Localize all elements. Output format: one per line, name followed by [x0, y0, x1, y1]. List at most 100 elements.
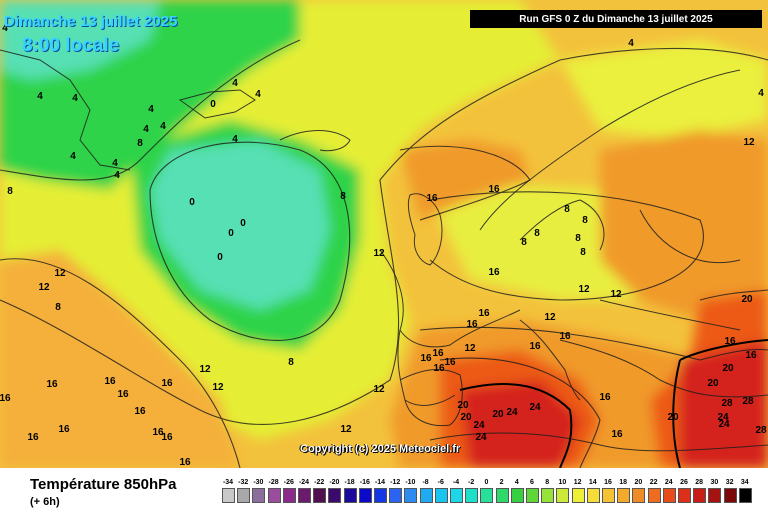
isotherm-value-label: 16 — [27, 432, 39, 443]
scale-tick-label: -24 — [298, 479, 310, 486]
isotherm-value-label: 4 — [160, 121, 166, 132]
isotherm-value-label: 16 — [426, 193, 438, 204]
scale-tick-label: -22 — [314, 479, 325, 486]
scale-swatch — [526, 488, 539, 503]
isotherm-value-label: 0 — [189, 197, 195, 208]
isotherm-value-label: 8 — [340, 191, 346, 202]
scale-swatch — [419, 488, 433, 503]
isotherm-value-label: 16 — [58, 424, 70, 435]
isotherm-value-label: 12 — [743, 137, 755, 148]
isotherm-value-label: 24 — [506, 407, 518, 418]
scale-swatch — [723, 488, 737, 503]
scale-tick-label: 16 — [604, 479, 612, 486]
isotherm-value-label: 4 — [628, 38, 634, 49]
isotherm-value-label: 8 — [521, 237, 527, 248]
scale-swatch — [343, 488, 357, 503]
isotherm-value-label: 16 — [745, 350, 757, 361]
scale-tick-label: -10 — [405, 479, 416, 486]
isotherm-value-label: 24 — [473, 420, 485, 431]
isotherm-value-label: 24 — [717, 412, 729, 423]
isotherm-value-label: 16 — [724, 336, 736, 347]
scale-swatch — [434, 488, 448, 503]
isotherm-value-label: 28 — [742, 396, 754, 407]
scale-tick-label: -30 — [253, 479, 264, 486]
isotherm-value-label: 20 — [741, 294, 753, 305]
isotherm-value-label: 16 — [433, 363, 445, 374]
scale-tick-label: -20 — [329, 479, 340, 486]
isotherm-value-label: 16 — [0, 393, 11, 404]
isotherm-value-label: 12 — [38, 282, 50, 293]
scale-tick-label: 20 — [634, 479, 643, 486]
isotherm-value-label: 4 — [232, 134, 238, 145]
lead-time: (+ 6h) — [30, 496, 60, 508]
scale-swatch — [662, 488, 676, 503]
scale-tick-label: -16 — [359, 479, 370, 486]
isotherm-value-label: 16 — [559, 331, 571, 342]
scale-tick-label: -32 — [238, 479, 249, 486]
scale-swatch — [313, 488, 327, 503]
isotherm-value-label: 12 — [199, 364, 211, 375]
scale-tick-label: 2 — [499, 479, 504, 486]
scale-swatch — [495, 488, 509, 503]
scale-tick-label: -34 — [222, 479, 234, 486]
scale-tick-label: 12 — [573, 479, 582, 486]
copyright-notice: Copyright (c) 2025 Meteociel.fr — [300, 443, 461, 455]
scale-swatch — [617, 488, 631, 503]
isotherm-value-label: 4 — [758, 88, 764, 99]
isotherm-value-label: 0 — [240, 218, 246, 229]
scale-swatch — [693, 488, 707, 503]
isotherm-value-label: 16 — [529, 341, 541, 352]
forecast-date: Dimanche 13 juillet 2025 — [4, 13, 178, 30]
isotherm-value-label: 16 — [161, 432, 173, 443]
isotherm-value-label: 16 — [179, 457, 191, 468]
scale-swatch — [571, 488, 585, 503]
isotherm-value-label: 16 — [420, 353, 432, 364]
color-scale: -34 -32 -30 -28 -26 -24 -22 -20 -18 -16 -14 -12 -10-… — [221, 479, 753, 509]
isotherm-value-label: 16 — [46, 379, 58, 390]
isotherm-value-label: 12 — [212, 382, 224, 393]
scale-swatch — [404, 488, 418, 503]
isotherm-value-label: 16 — [488, 184, 500, 195]
isotherm-value-label: 8 — [582, 215, 588, 226]
scale-swatch — [282, 488, 296, 503]
isotherm-value-label: 0 — [210, 99, 216, 110]
scale-tick-label: 28 — [695, 479, 704, 486]
forecast-local-time: 8:00 locale — [22, 35, 120, 56]
isotherm-value-label: 20 — [707, 378, 719, 389]
scale-swatch — [374, 488, 387, 503]
isotherm-value-label: 16 — [134, 406, 146, 417]
isotherm-value-label: 16 — [161, 378, 173, 389]
isotherm-value-label: 4 — [37, 91, 43, 102]
isotherm-value-label: 8 — [534, 228, 540, 239]
isotherm-value-label: 8 — [55, 302, 61, 313]
isotherm-value-label: 20 — [492, 409, 504, 420]
scale-swatch — [602, 488, 615, 503]
isotherm-value-label: 12 — [373, 384, 385, 395]
isotherm-value-label: 4 — [255, 89, 261, 100]
scale-swatch — [358, 488, 372, 503]
scale-swatch — [252, 488, 266, 503]
scale-tick-label: 8 — [545, 479, 550, 486]
isotherm-value-label: 4 — [72, 93, 78, 104]
isotherm-value-label: 12 — [373, 248, 385, 259]
run-info-banner: Run GFS 0 Z du Dimanche 13 juillet 2025 — [470, 10, 762, 28]
scale-swatch — [738, 488, 752, 503]
isotherm-value-label: 4 — [2, 23, 8, 34]
scale-tick-label: 10 — [558, 479, 567, 486]
isotherm-value-label: 16 — [478, 308, 490, 319]
scale-tick-label: 22 — [649, 479, 658, 486]
temperature-field — [0, 0, 768, 468]
scale-tick-label: 18 — [619, 479, 628, 486]
scale-tick-label: -2 — [468, 479, 475, 486]
scale-swatch — [556, 488, 570, 503]
scale-swatch — [480, 488, 494, 503]
scale-swatch — [465, 488, 479, 503]
scale-tick-label: -12 — [390, 479, 401, 486]
scale-tick-label: 34 — [740, 479, 749, 486]
scale-swatch — [450, 488, 463, 503]
isotherm-value-label: 4 — [70, 151, 76, 162]
scale-swatch — [586, 488, 600, 503]
isotherm-value-label: 0 — [228, 228, 234, 239]
isotherm-value-label: 16 — [466, 319, 478, 330]
scale-tick-label: -6 — [437, 479, 444, 486]
